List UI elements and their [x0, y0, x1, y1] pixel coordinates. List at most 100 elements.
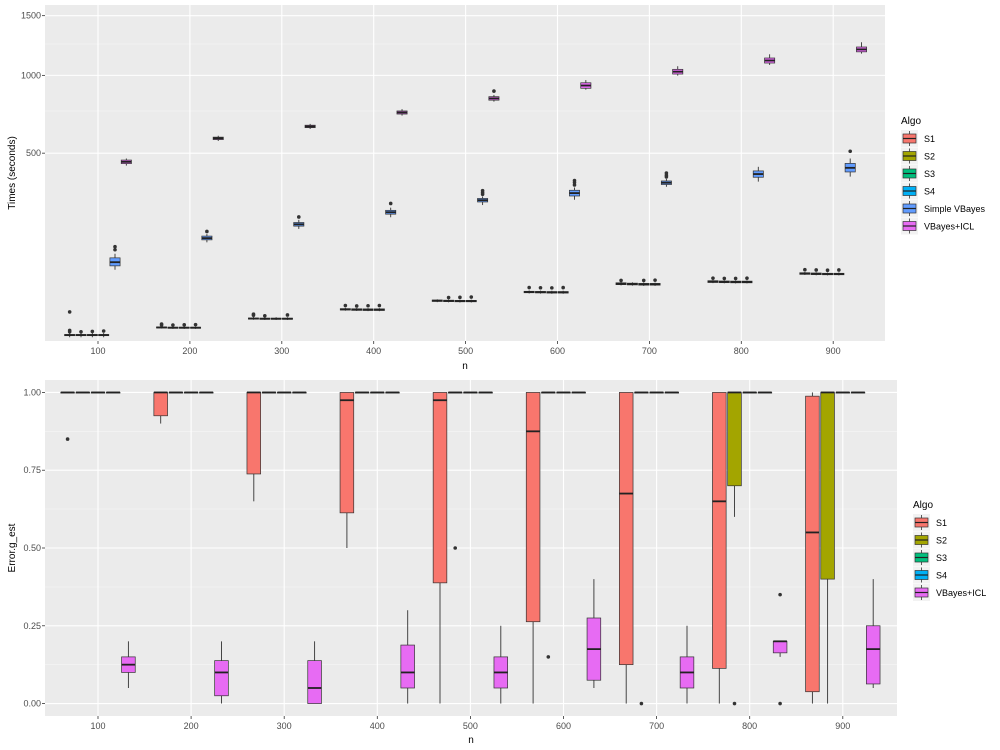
times-box-s3-500	[454, 295, 466, 303]
box-outlier	[664, 171, 669, 175]
times-box-s3-900	[822, 268, 833, 276]
times-y-ticks: 500 1000 1500	[21, 11, 45, 158]
box-outlier	[263, 314, 267, 318]
error-box-vbayes-icl-800	[772, 592, 788, 706]
times-boxes	[64, 42, 867, 338]
box-body	[866, 625, 881, 685]
times-x-tick-label: 800	[734, 346, 749, 356]
box-outlier	[251, 312, 256, 316]
error-x-tick-label: 300	[277, 721, 292, 731]
legend-label: Simple VBayes	[924, 204, 986, 214]
box-outlier	[453, 546, 458, 550]
times-y-tick-label: 1000	[21, 70, 41, 80]
times-box-s2-500	[443, 295, 455, 303]
error-box-s2-500	[448, 391, 463, 550]
box-outlier	[745, 276, 749, 280]
box-outlier	[297, 215, 301, 219]
times-box-s3-700	[638, 278, 650, 286]
box-body	[805, 395, 820, 693]
error-y-axis-title: Error.g_est	[7, 523, 18, 572]
error-y-ticks: 0.00 0.25 0.50 0.75 1.00	[23, 387, 45, 709]
times-box-s2-900	[810, 268, 822, 276]
error-boxes	[60, 391, 881, 706]
error-box-s1-600	[525, 392, 541, 704]
box-outlier	[639, 701, 644, 706]
error-box-s4-900	[850, 391, 866, 394]
box-outlier	[67, 310, 72, 314]
box-outlier	[722, 276, 727, 281]
box-outlier	[641, 278, 646, 283]
times-plot-background	[45, 5, 885, 341]
times-box-vbayes-icl-300	[304, 123, 316, 129]
box-outlier	[546, 655, 551, 659]
box-outlier	[354, 304, 359, 308]
box-outlier	[732, 701, 737, 706]
error-x-tick-label: 100	[90, 721, 105, 731]
times-legend-item-s1: S1	[901, 130, 935, 147]
box-body	[214, 660, 229, 697]
times-box-vbayes-icl-200	[212, 135, 224, 141]
box-outlier	[653, 278, 657, 282]
times-box-s4-500	[465, 295, 477, 303]
error-box-vbayes-icl-500	[493, 625, 508, 704]
times-box-s1-300	[248, 312, 259, 320]
error-box-s2-800	[727, 391, 742, 706]
box-body	[307, 660, 322, 704]
times-box-s2-100	[75, 329, 87, 338]
legend-label: S4	[936, 571, 947, 581]
error-x-ticks: 100 200 300 400 500 600 700 800 900	[90, 716, 850, 731]
legend-label: S2	[924, 152, 935, 162]
box-outlier	[550, 286, 554, 290]
box-outlier	[492, 89, 496, 93]
error-box-s1-400	[339, 392, 355, 548]
box-outlier	[527, 285, 531, 290]
box-outlier	[803, 267, 807, 272]
error-x-axis-title: n	[468, 735, 474, 746]
times-x-tick-label: 300	[274, 346, 289, 356]
times-box-s4-900	[833, 268, 845, 276]
box-body	[432, 392, 448, 584]
error-y-tick-label: 0.00	[23, 699, 41, 709]
error-x-tick-label: 700	[649, 721, 664, 731]
error-box-s1-700	[619, 392, 634, 704]
times-y-tick-label: 1500	[21, 11, 41, 21]
error-box-s3-500	[463, 391, 478, 394]
error-box-s4-500	[478, 391, 493, 394]
times-legend-item-s2: S2	[901, 147, 935, 165]
error-box-s3-900	[835, 391, 850, 394]
error-box-vbayes-icl-300	[307, 641, 322, 704]
error-panel: 0.00 0.25 0.50 0.75 1.00 100 200 300 400 500 600 7…	[7, 380, 986, 746]
box-outlier	[366, 303, 370, 308]
error-box-s1-100	[60, 391, 75, 441]
box-outlier	[113, 244, 117, 249]
times-legend-item-s3: S3	[901, 165, 935, 182]
error-x-tick-label: 400	[370, 721, 385, 731]
times-box-simple-vbayes-200	[201, 229, 213, 243]
box-outlier	[377, 303, 382, 308]
times-box-s1-700	[615, 278, 627, 286]
legend-label: S3	[924, 169, 935, 179]
times-box-s1-200	[156, 322, 168, 329]
times-box-s1-900	[799, 267, 811, 275]
error-box-s2-700	[634, 391, 649, 706]
error-y-tick-label: 0.75	[23, 465, 41, 475]
times-box-s1-600	[523, 285, 535, 294]
box-outlier	[205, 229, 209, 234]
box-outlier	[572, 178, 577, 183]
times-x-tick-label: 900	[826, 346, 841, 356]
error-x-tick-label: 600	[556, 721, 571, 731]
legend-label: S2	[936, 536, 947, 546]
times-box-s4-400	[373, 303, 385, 312]
times-x-tick-label: 500	[458, 346, 473, 356]
times-legend-item-vbayes-icl: VBayes+ICL	[901, 217, 974, 235]
error-box-s4-600	[571, 391, 586, 394]
box-outlier	[778, 701, 782, 706]
error-box-s1-500	[432, 392, 448, 704]
times-box-s2-200	[167, 323, 179, 329]
times-box-vbayes-icl-900	[856, 42, 867, 54]
box-outlier	[343, 303, 348, 308]
error-legend-item-s4: S4	[913, 566, 947, 584]
box-outlier	[79, 329, 83, 334]
box-outlier	[113, 247, 117, 252]
